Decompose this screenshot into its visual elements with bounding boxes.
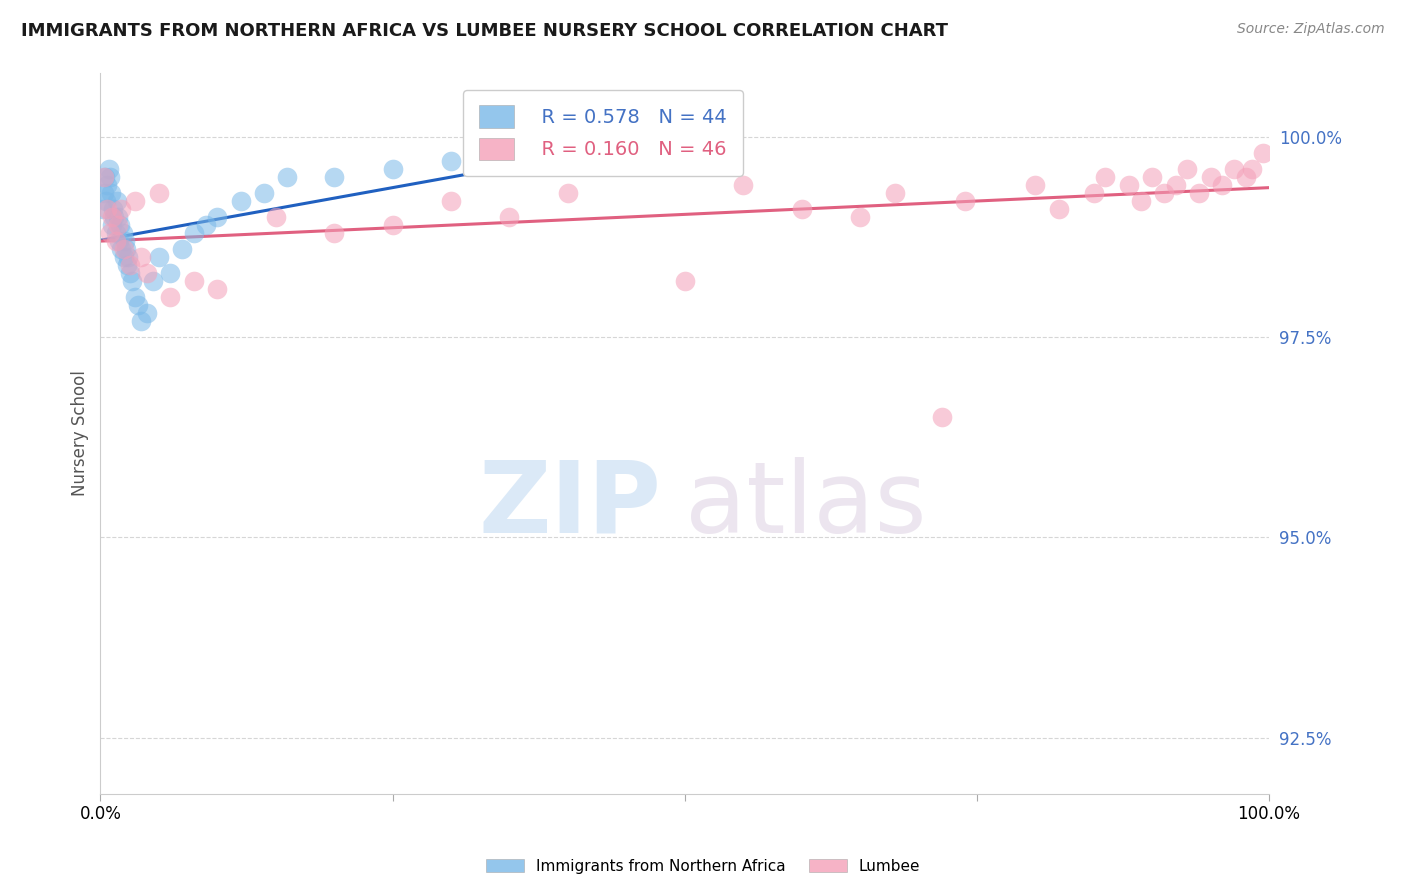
Point: [127, 298, 149, 312]
Point: [790, 202, 813, 216]
Point: [533, 154, 555, 169]
Point: [205, 282, 228, 296]
Point: [931, 410, 953, 425]
Text: Source: ZipAtlas.com: Source: ZipAtlas.com: [1237, 22, 1385, 37]
Point: [849, 210, 872, 224]
Point: [121, 274, 143, 288]
Point: [1223, 162, 1246, 177]
Point: [124, 194, 146, 208]
Point: [100, 186, 122, 200]
Point: [205, 210, 228, 224]
Point: [1153, 186, 1175, 200]
Point: [103, 202, 125, 216]
Point: [142, 274, 165, 288]
Point: [172, 242, 194, 256]
Point: [98, 226, 121, 240]
Point: [98, 170, 121, 185]
Point: [97, 162, 120, 177]
Point: [1164, 178, 1187, 192]
Point: [1251, 146, 1274, 161]
Point: [118, 266, 141, 280]
Point: [1234, 170, 1257, 185]
Point: [381, 218, 404, 232]
Text: IMMIGRANTS FROM NORTHERN AFRICA VS LUMBEE NURSERY SCHOOL CORRELATION CHART: IMMIGRANTS FROM NORTHERN AFRICA VS LUMBE…: [21, 22, 948, 40]
Point: [381, 162, 404, 177]
Point: [124, 290, 146, 304]
Point: [96, 178, 118, 192]
Point: [93, 186, 115, 200]
Point: [110, 218, 132, 232]
Y-axis label: Nursery School: Nursery School: [72, 370, 89, 496]
Point: [733, 178, 755, 192]
Point: [673, 274, 696, 288]
Point: [1211, 178, 1233, 192]
Point: [148, 186, 170, 200]
Point: [117, 250, 139, 264]
Point: [253, 186, 276, 200]
Point: [1083, 186, 1105, 200]
Point: [323, 170, 346, 185]
Point: [323, 226, 346, 240]
Point: [101, 218, 124, 232]
Point: [103, 210, 125, 224]
Point: [112, 242, 135, 256]
Point: [264, 210, 287, 224]
Point: [108, 234, 131, 248]
Point: [101, 210, 124, 224]
Point: [107, 210, 129, 224]
Point: [276, 170, 298, 185]
Point: [104, 234, 127, 248]
Point: [110, 202, 132, 216]
Point: [115, 242, 138, 256]
Point: [884, 186, 907, 200]
Point: [1175, 162, 1198, 177]
Legend:   R = 0.578   N = 44,   R = 0.160   N = 46: R = 0.578 N = 44, R = 0.160 N = 46: [463, 90, 742, 176]
Text: ZIP: ZIP: [478, 457, 661, 554]
Point: [104, 226, 127, 240]
Point: [114, 234, 136, 248]
Point: [183, 226, 205, 240]
Point: [1188, 186, 1211, 200]
Point: [1199, 170, 1222, 185]
Point: [603, 146, 626, 161]
Point: [1094, 170, 1116, 185]
Point: [440, 154, 463, 169]
Point: [111, 226, 134, 240]
Point: [118, 258, 141, 272]
Point: [953, 194, 976, 208]
Point: [229, 194, 252, 208]
Point: [115, 258, 138, 272]
Point: [93, 170, 115, 185]
Point: [110, 242, 132, 256]
Point: [1240, 162, 1263, 177]
Point: [440, 194, 463, 208]
Point: [557, 186, 579, 200]
Point: [1047, 202, 1070, 216]
Point: [1129, 194, 1152, 208]
Point: [1024, 178, 1046, 192]
Point: [136, 266, 159, 280]
Point: [148, 250, 170, 264]
Point: [136, 306, 159, 320]
Point: [112, 250, 135, 264]
Point: [194, 218, 217, 232]
Point: [183, 274, 205, 288]
Point: [498, 210, 520, 224]
Point: [105, 194, 128, 208]
Point: [159, 266, 181, 280]
Point: [96, 202, 118, 216]
Point: [129, 314, 152, 328]
Point: [1118, 178, 1140, 192]
Point: [159, 290, 181, 304]
Point: [107, 218, 129, 232]
Point: [91, 202, 114, 216]
Text: atlas: atlas: [685, 457, 927, 554]
Point: [96, 194, 118, 208]
Point: [129, 250, 152, 264]
Point: [94, 170, 117, 185]
Legend: Immigrants from Northern Africa, Lumbee: Immigrants from Northern Africa, Lumbee: [479, 853, 927, 880]
Point: [1140, 170, 1163, 185]
